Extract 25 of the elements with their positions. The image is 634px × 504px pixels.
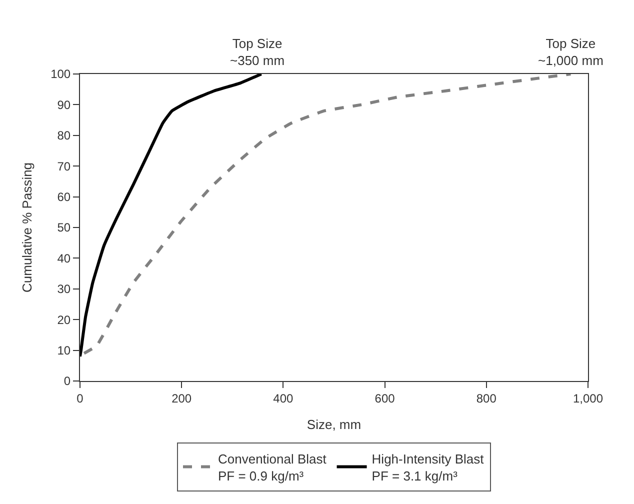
y-tick-label: 10 bbox=[57, 344, 71, 358]
y-tick-label: 0 bbox=[64, 374, 71, 388]
line-series bbox=[82, 74, 572, 355]
legend-label: Conventional Blast PF = 0.9 kg/m³ bbox=[218, 451, 327, 484]
x-tick-label: 400 bbox=[273, 391, 294, 406]
y-tick-label: 80 bbox=[57, 128, 71, 143]
y-tick-label: 70 bbox=[57, 159, 71, 174]
legend-label: High-Intensity Blast PF = 3.1 kg/m³ bbox=[372, 451, 484, 484]
line-series bbox=[80, 74, 263, 358]
y-tick-label: 90 bbox=[57, 98, 71, 112]
x-tick-label: 0 bbox=[76, 391, 84, 406]
y-tick-label: 30 bbox=[57, 282, 71, 296]
x-axis-title: Size, mm bbox=[306, 417, 362, 432]
y-tick-label: 100 bbox=[50, 67, 71, 82]
x-tick-label: 800 bbox=[476, 391, 497, 406]
y-tick-label: 40 bbox=[57, 251, 71, 266]
x-tick-label: 200 bbox=[172, 391, 192, 406]
y-tick-label: 50 bbox=[57, 220, 71, 235]
annotation: Top Size ~350 mm bbox=[230, 36, 285, 68]
y-axis-title: Cumulative % Passing bbox=[20, 162, 35, 293]
y-tick-label: 20 bbox=[57, 312, 71, 327]
annotation: Top Size ~1,000 mm bbox=[538, 36, 604, 68]
y-tick-label: 60 bbox=[57, 190, 71, 204]
x-tick-label: 1,000 bbox=[572, 391, 604, 406]
x-tick-label: 600 bbox=[374, 391, 396, 406]
